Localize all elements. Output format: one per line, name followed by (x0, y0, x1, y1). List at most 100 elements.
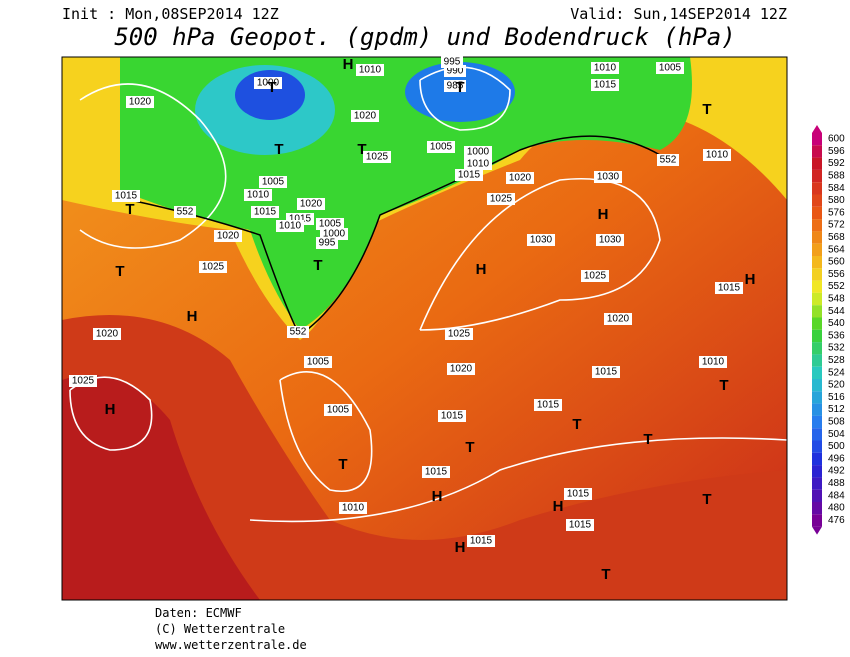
isobar-label-box (69, 375, 97, 387)
isobar-label: 1000 (257, 78, 280, 89)
isobar-label-box (566, 519, 594, 531)
legend-label: 600 (828, 134, 845, 145)
legend-label: 536 (828, 330, 845, 341)
isobar-label-box (657, 154, 679, 166)
isobar-label-box (527, 234, 555, 246)
isobar-label-box (564, 488, 592, 500)
pressure-center: H (105, 401, 116, 418)
isobar-label: 1015 (289, 214, 312, 225)
legend-swatch (812, 145, 822, 158)
isobar (279, 371, 373, 492)
isobar-label: 1020 (354, 111, 377, 122)
legend-arrow (812, 125, 822, 133)
isobar-label-box (594, 171, 622, 183)
valid-time: Valid: Sun,14SEP2014 12Z (570, 5, 787, 23)
legend-label: 508 (828, 417, 845, 428)
isobar-label-box (441, 56, 463, 68)
legend-label: 496 (828, 453, 845, 464)
isobar-label: 1010 (702, 357, 725, 368)
isobar (69, 376, 153, 451)
pressure-center: H (476, 261, 487, 278)
isobar-label-box (199, 261, 227, 273)
pressure-center: T (338, 456, 347, 473)
legend-label: 548 (828, 294, 845, 305)
legend-label: 552 (828, 281, 845, 292)
legend-label: 540 (828, 318, 845, 329)
legend-label: 516 (828, 392, 845, 403)
legend-label: 564 (828, 244, 845, 255)
legend-swatch (812, 231, 822, 244)
pressure-center: T (702, 491, 711, 508)
isobar-label-box (174, 206, 196, 218)
isobar-label-box (455, 169, 483, 181)
isobar-label-box (464, 158, 492, 170)
legend-swatch (812, 317, 822, 330)
isobar-label: 1015 (567, 489, 590, 500)
legend-swatch (812, 182, 822, 195)
isobar-label-box (703, 149, 731, 161)
pressure-center: H (455, 539, 466, 556)
isobar-label: 1015 (470, 536, 493, 547)
isobar-label-box (244, 189, 272, 201)
isobar-label: 1005 (307, 357, 330, 368)
isobar (249, 437, 787, 523)
isobar-label-box (447, 363, 475, 375)
warm-core (62, 375, 260, 600)
isobar-label-box (591, 62, 619, 74)
isobar-label-box (324, 404, 352, 416)
map-frame (61, 56, 788, 601)
legend-label: 588 (828, 171, 845, 182)
isobar-label: 1015 (441, 411, 464, 422)
pressure-center: T (601, 566, 610, 583)
legend-swatch (812, 256, 822, 269)
isobar-label-box (467, 535, 495, 547)
pressure-center: T (274, 141, 283, 158)
isobar-label: 1025 (490, 194, 513, 205)
pressure-center: T (643, 431, 652, 448)
isobar-label: 1020 (217, 231, 240, 242)
pressure-center: T (313, 257, 322, 274)
isobar-label-box (251, 206, 279, 218)
isobar-label-box (445, 328, 473, 340)
legend-label: 576 (828, 207, 845, 218)
legend-swatch (812, 465, 822, 478)
legend-label: 484 (828, 490, 845, 501)
legend-swatch (812, 133, 822, 146)
init-time: Init : Mon,08SEP2014 12Z (62, 5, 279, 23)
isobar-label: 1000 (323, 229, 346, 240)
legend-label: 568 (828, 232, 845, 243)
legend-label: 532 (828, 343, 845, 354)
legend-label: 488 (828, 478, 845, 489)
legend-label: 528 (828, 355, 845, 366)
isobar-label-box (596, 234, 624, 246)
legend-swatch (812, 292, 822, 306)
isobar-label: 552 (290, 327, 307, 338)
isobar-label: 1005 (262, 177, 285, 188)
legend-swatch (812, 403, 822, 416)
legend-swatch (812, 342, 822, 355)
pressure-center: H (432, 488, 443, 505)
isobar-label: 1030 (597, 172, 620, 183)
isobar-label: 1025 (448, 329, 471, 340)
footer-url: www.wetterzentrale.de (155, 638, 307, 652)
low-core (235, 70, 305, 120)
isobar-label-box (316, 218, 344, 230)
legend-swatch (812, 502, 822, 515)
isobar-label: 1020 (509, 173, 532, 184)
legend-swatch (812, 305, 822, 318)
legend-swatch (812, 329, 822, 343)
isobar-label-box (214, 230, 242, 242)
legend-swatch (812, 428, 822, 441)
legend-label: 572 (828, 220, 845, 231)
isobar-label: 1010 (706, 150, 729, 161)
pressure-center: T (115, 263, 124, 280)
isobar-label: 1005 (327, 405, 350, 416)
pressure-center: T (719, 377, 728, 394)
isobar-label: 1000 (467, 147, 490, 158)
isobar-label-box (464, 146, 492, 158)
legend-swatch (812, 391, 822, 404)
isobar (79, 83, 227, 249)
isobar (419, 178, 661, 331)
isobar-label-box (427, 141, 455, 153)
isobar-label: 552 (660, 155, 677, 166)
